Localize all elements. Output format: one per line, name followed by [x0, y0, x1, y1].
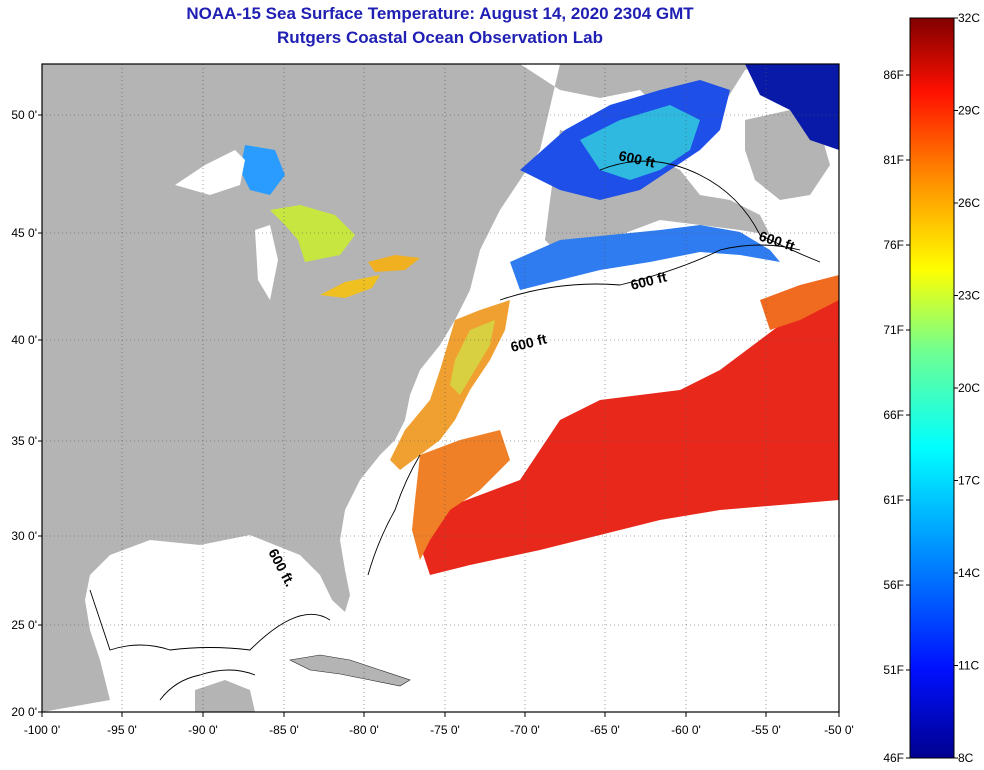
north-america-land: [42, 64, 760, 712]
colorbar-label-celsius: 20C: [958, 381, 980, 395]
colorbar-label-celsius: 23C: [958, 289, 980, 303]
lon-tick-label: -80 0': [349, 723, 379, 737]
colorbar-label-fahrenheit: 51F: [883, 663, 904, 677]
lat-tick-label: 50 0': [11, 108, 37, 122]
gulf-stream-sst: [420, 290, 839, 575]
lon-tick-label: -100 0': [24, 723, 60, 737]
lon-tick-label: -75 0': [430, 723, 460, 737]
lat-tick-label: 30 0': [11, 529, 37, 543]
lake-michigan: [255, 225, 278, 300]
labrador-sea-sst: [745, 64, 839, 150]
lat-tick-label: 40 0': [11, 333, 37, 347]
colorbar-label-fahrenheit: 46F: [883, 751, 904, 765]
colorbar-label-celsius: 17C: [958, 474, 980, 488]
colorbar-label-fahrenheit: 81F: [883, 153, 904, 167]
colorbar-label-celsius: 11C: [958, 659, 979, 673]
lake-superior-west: [175, 150, 245, 195]
colorbar-label-fahrenheit: 56F: [883, 578, 904, 592]
lon-tick-label: -90 0': [188, 723, 218, 737]
scotian-shelf-sst: [510, 225, 780, 290]
lake-ontario: [368, 255, 420, 272]
southeast-shelf-sst: [412, 430, 510, 560]
lat-tick-label: 20 0': [11, 705, 37, 719]
lat-tick-label: 35 0': [11, 434, 37, 448]
map-subtitle: Rutgers Coastal Ocean Observation Lab: [277, 28, 603, 47]
gulf-stream-orange: [760, 275, 839, 330]
cuba-land: [289, 654, 411, 687]
lon-tick-label: -60 0': [671, 723, 701, 737]
depth-contours: [89, 160, 821, 701]
gulf-st-lawrence-mid: [580, 105, 700, 180]
colorbar-label-fahrenheit: 76F: [883, 238, 904, 252]
lon-tick-label: -65 0': [590, 723, 620, 737]
yucatan-land: [195, 680, 255, 712]
colorbar-label-celsius: 29C: [958, 104, 980, 118]
map-border: [41, 63, 840, 713]
lake-huron: [270, 205, 355, 262]
map-title: NOAA-15 Sea Surface Temperature: August …: [186, 4, 694, 23]
colorbar-label-celsius: 14C: [958, 566, 980, 580]
lake-erie: [320, 275, 380, 298]
lon-tick-label: -50 0': [824, 723, 854, 737]
graticule: [42, 64, 839, 712]
colorbar-label-celsius: 32C: [958, 11, 980, 25]
colorbar-label-celsius: 8C: [958, 751, 974, 765]
colorbar-label-fahrenheit: 61F: [883, 493, 904, 507]
colorbar-label-fahrenheit: 66F: [883, 408, 904, 422]
colorbar-label-fahrenheit: 71F: [883, 323, 904, 337]
lon-tick-label: -85 0': [269, 723, 299, 737]
lake-superior: [240, 145, 285, 195]
colorbar-label-celsius: 26C: [958, 196, 980, 210]
shelf-mid-yellow: [450, 320, 495, 395]
lat-tick-label: 25 0': [11, 618, 37, 632]
colorbar-label-fahrenheit: 86F: [883, 68, 904, 82]
contour-label-gulf: 600 ft: [617, 147, 656, 170]
lon-tick-label: -95 0': [107, 723, 137, 737]
colorbar: [909, 17, 955, 759]
lon-tick-label: -70 0': [510, 723, 540, 737]
lon-tick-label: -55 0': [751, 723, 781, 737]
lat-tick-label: 45 0': [11, 226, 37, 240]
